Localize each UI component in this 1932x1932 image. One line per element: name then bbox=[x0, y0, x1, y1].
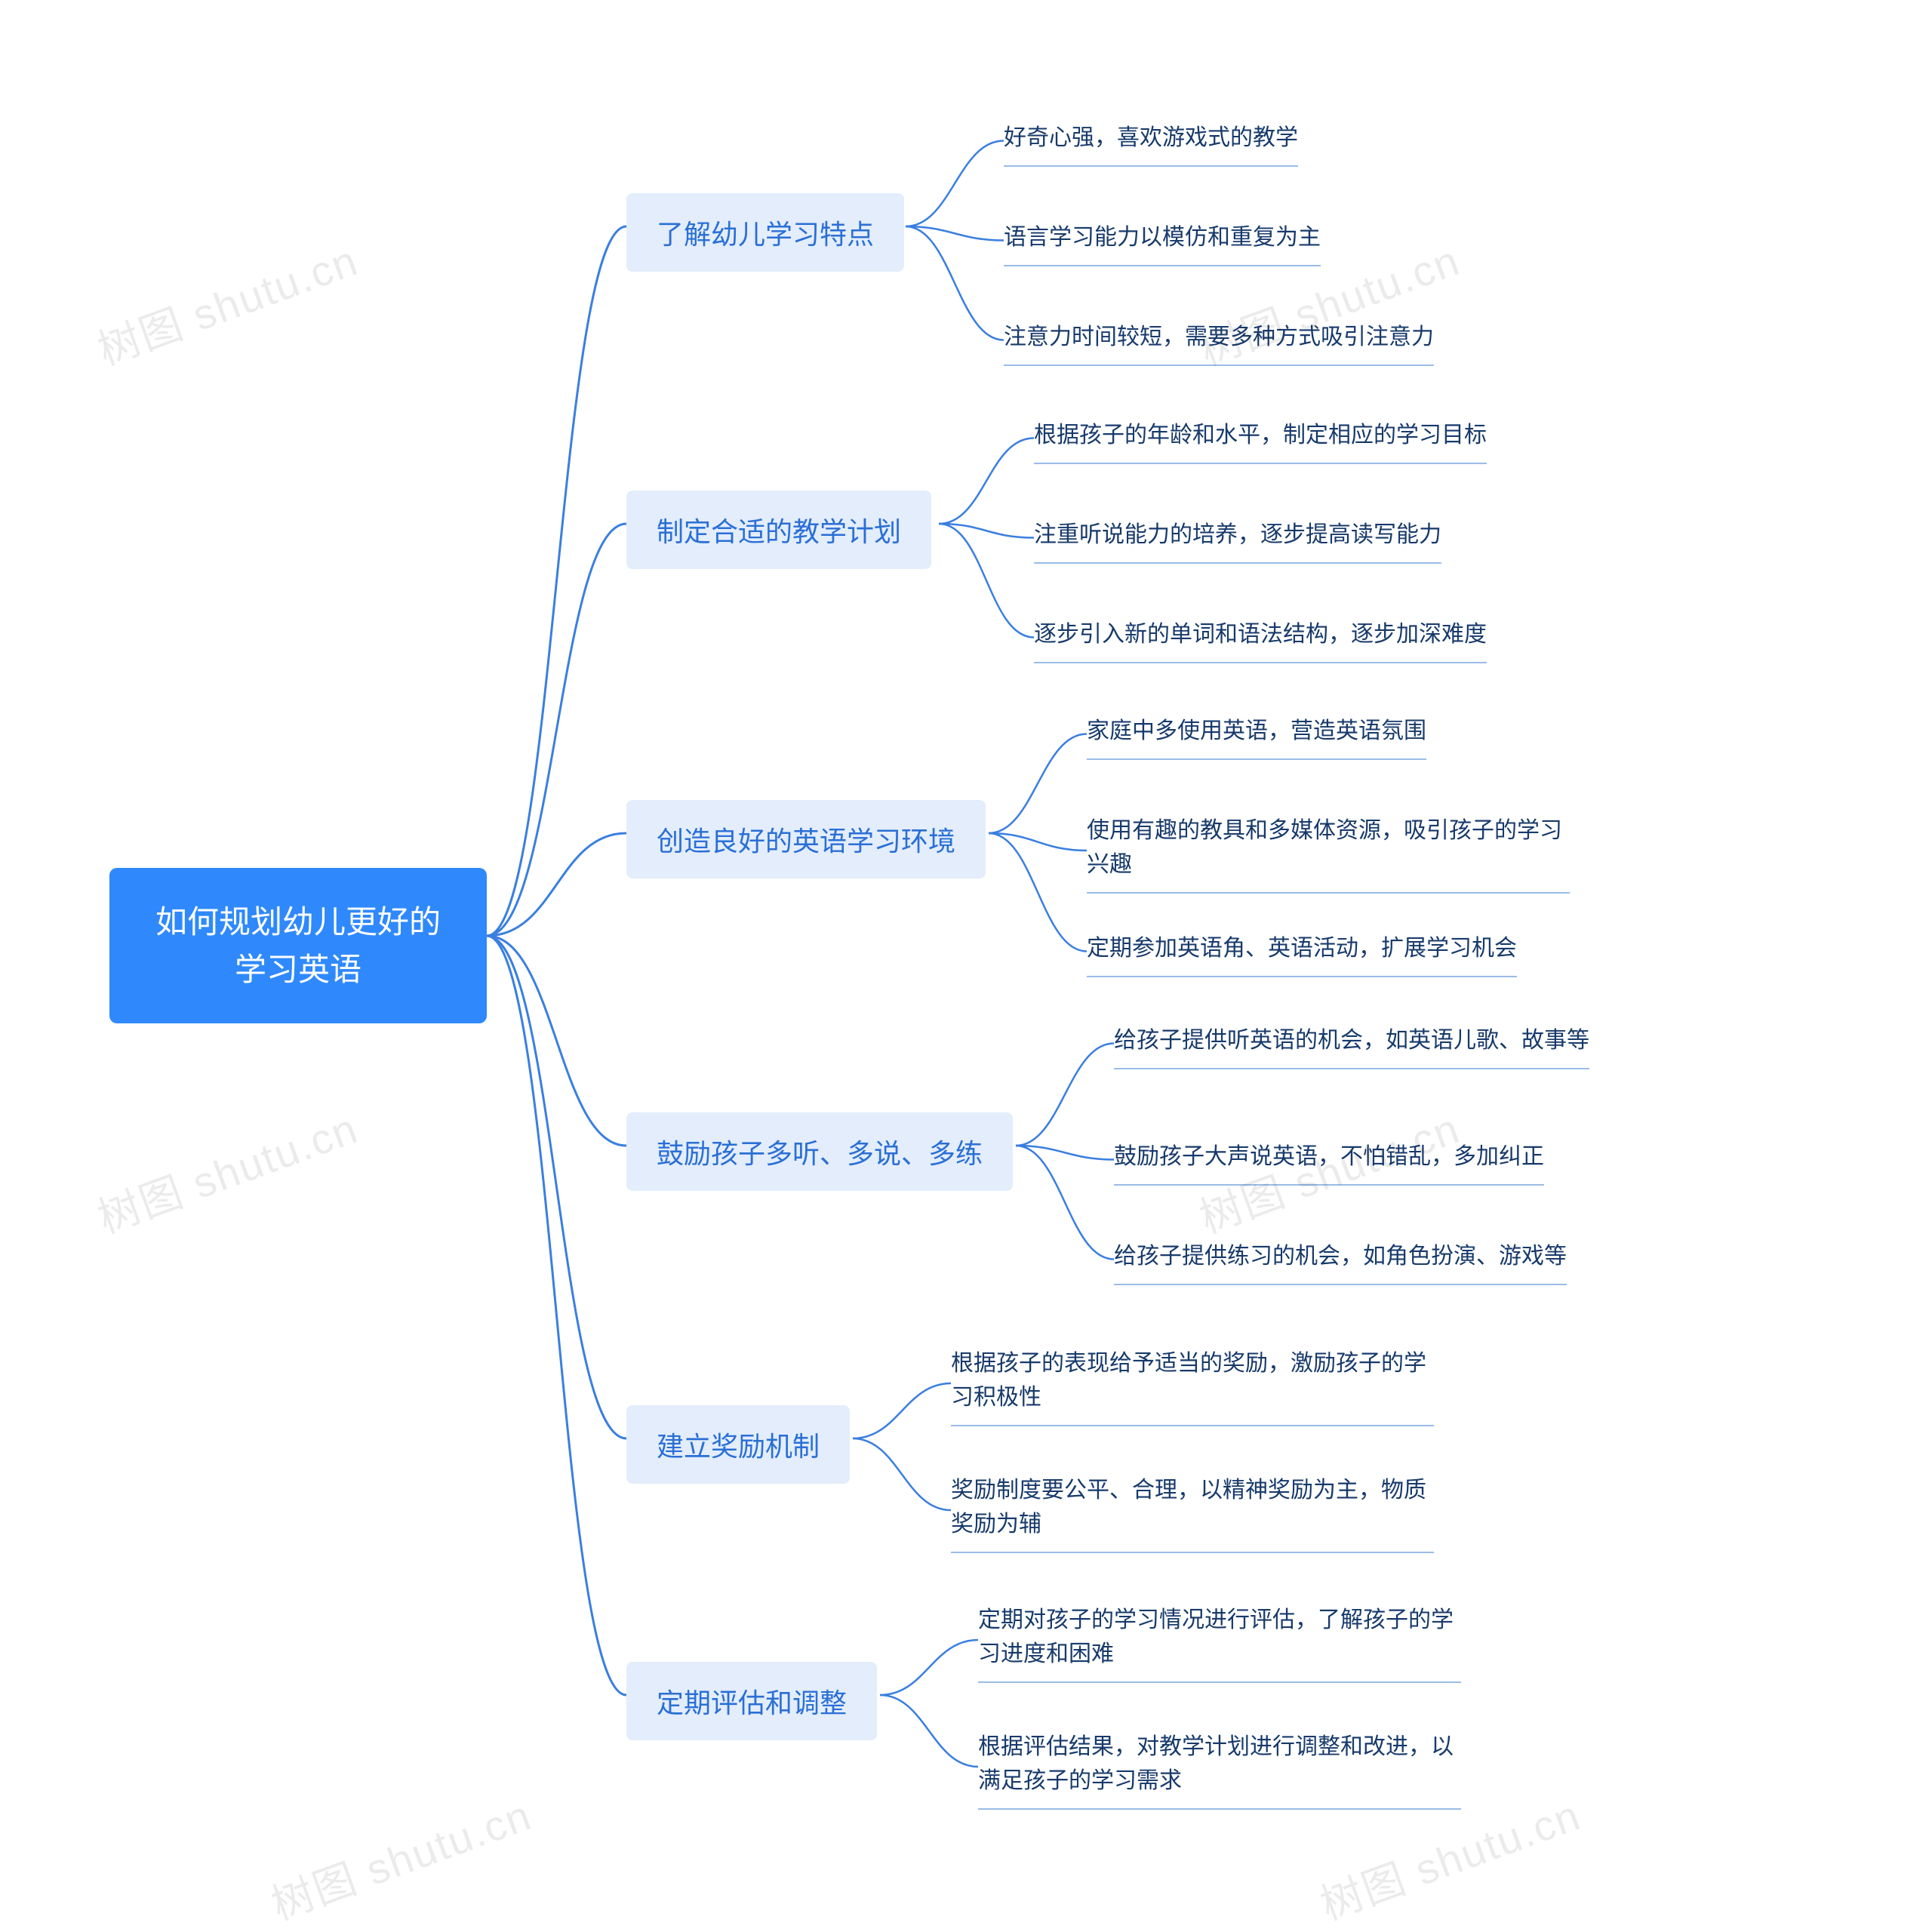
leaf-label: 好奇心强，喜欢游戏式的教学 bbox=[1004, 125, 1298, 150]
leaf-label: 鼓励孩子大声说英语，不怕错乱，多加纠正 bbox=[1114, 1144, 1544, 1169]
leaf-node: 定期参加英语角、英语活动，扩展学习机会 bbox=[1087, 927, 1517, 977]
branch-label: 定期评估和调整 bbox=[657, 1687, 847, 1718]
leaf-node: 逐步引入新的单词和语法结构，逐步加深难度 bbox=[1034, 613, 1487, 663]
root-node: 如何规划幼儿更好的学习英语 bbox=[109, 868, 487, 1023]
leaf-node: 语言学习能力以模仿和重复为主 bbox=[1004, 216, 1321, 266]
leaf-label: 根据评估结果，对教学计划进行调整和改进，以满足孩子的学习需求 bbox=[978, 1734, 1454, 1793]
watermark: 树图 shutu.cn bbox=[88, 227, 365, 378]
leaf-node: 奖励制度要公平、合理，以精神奖励为主，物质奖励为辅 bbox=[951, 1469, 1434, 1553]
branch-node: 鼓励孩子多听、多说、多练 bbox=[626, 1112, 1013, 1191]
leaf-label: 注重听说能力的培养，逐步提高读写能力 bbox=[1034, 522, 1441, 547]
leaf-label: 给孩子提供听英语的机会，如英语儿歌、故事等 bbox=[1114, 1028, 1589, 1053]
branch-node: 了解幼儿学习特点 bbox=[626, 193, 904, 272]
leaf-node: 使用有趣的教具和多媒体资源，吸引孩子的学习兴趣 bbox=[1087, 809, 1570, 894]
leaf-node: 根据孩子的表现给予适当的奖励，激励孩子的学习积极性 bbox=[951, 1342, 1434, 1426]
leaf-node: 根据评估结果，对教学计划进行调整和改进，以满足孩子的学习需求 bbox=[978, 1725, 1461, 1810]
leaf-node: 好奇心强，喜欢游戏式的教学 bbox=[1004, 116, 1298, 167]
leaf-label: 家庭中多使用英语，营造英语氛围 bbox=[1087, 718, 1426, 743]
leaf-label: 定期参加英语角、英语活动，扩展学习机会 bbox=[1087, 936, 1517, 961]
branch-node: 制定合适的教学计划 bbox=[626, 491, 931, 569]
leaf-node: 家庭中多使用英语，营造英语氛围 bbox=[1087, 709, 1426, 760]
leaf-label: 语言学习能力以模仿和重复为主 bbox=[1004, 225, 1321, 250]
leaf-label: 逐步引入新的单词和语法结构，逐步加深难度 bbox=[1034, 622, 1487, 647]
branch-node: 创造良好的英语学习环境 bbox=[626, 800, 986, 878]
watermark: 树图 shutu.cn bbox=[88, 1095, 365, 1246]
leaf-node: 定期对孩子的学习情况进行评估，了解孩子的学习进度和困难 bbox=[978, 1598, 1461, 1683]
branch-label: 建立奖励机制 bbox=[657, 1431, 820, 1462]
root-label: 如何规划幼儿更好的学习英语 bbox=[155, 904, 441, 987]
branch-label: 鼓励孩子多听、多说、多练 bbox=[657, 1138, 983, 1169]
watermark: 树图 shutu.cn bbox=[262, 1782, 539, 1932]
leaf-label: 定期对孩子的学习情况进行评估，了解孩子的学习进度和困难 bbox=[978, 1607, 1454, 1666]
leaf-label: 注意力时间较短，需要多种方式吸引注意力 bbox=[1004, 325, 1434, 349]
leaf-label: 给孩子提供练习的机会，如角色扮演、游戏等 bbox=[1114, 1244, 1567, 1269]
leaf-node: 给孩子提供听英语的机会，如英语儿歌、故事等 bbox=[1114, 1019, 1589, 1069]
leaf-node: 注意力时间较短，需要多种方式吸引注意力 bbox=[1004, 315, 1434, 366]
branch-node: 建立奖励机制 bbox=[626, 1405, 850, 1484]
leaf-node: 根据孩子的年龄和水平，制定相应的学习目标 bbox=[1034, 414, 1487, 464]
branch-node: 定期评估和调整 bbox=[626, 1662, 877, 1740]
branch-label: 创造良好的英语学习环境 bbox=[657, 826, 955, 857]
branch-label: 制定合适的教学计划 bbox=[657, 516, 901, 547]
leaf-label: 根据孩子的表现给予适当的奖励，激励孩子的学习积极性 bbox=[951, 1351, 1426, 1410]
leaf-node: 给孩子提供练习的机会，如角色扮演、游戏等 bbox=[1114, 1235, 1567, 1285]
leaf-label: 奖励制度要公平、合理，以精神奖励为主，物质奖励为辅 bbox=[951, 1478, 1426, 1537]
branch-label: 了解幼儿学习特点 bbox=[657, 219, 874, 250]
leaf-node: 鼓励孩子大声说英语，不怕错乱，多加纠正 bbox=[1114, 1135, 1544, 1186]
leaf-label: 根据孩子的年龄和水平，制定相应的学习目标 bbox=[1034, 423, 1487, 448]
leaf-label: 使用有趣的教具和多媒体资源，吸引孩子的学习兴趣 bbox=[1087, 818, 1562, 877]
leaf-node: 注重听说能力的培养，逐步提高读写能力 bbox=[1034, 513, 1441, 564]
